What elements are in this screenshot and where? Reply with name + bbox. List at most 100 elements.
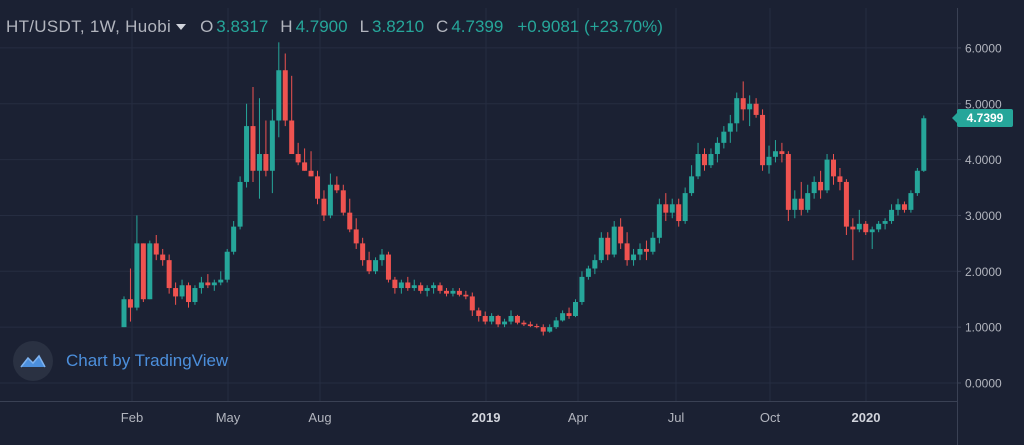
candle-body — [508, 315, 514, 322]
candle-body — [573, 302, 578, 316]
x-tick-label: Apr — [568, 410, 589, 425]
watermark-text: Chart by TradingView — [66, 351, 229, 370]
candle-down — [521, 320, 527, 327]
candle-up — [269, 109, 275, 194]
candle-down — [405, 276, 411, 291]
candle-body — [772, 151, 778, 157]
candle-down — [482, 311, 488, 325]
candle-up — [147, 240, 153, 300]
candle-body — [785, 154, 791, 210]
tradingview-watermark[interactable]: Chart by TradingView — [13, 341, 228, 381]
candle-down — [843, 179, 849, 235]
candle-body — [431, 285, 437, 289]
candle-down — [779, 142, 785, 163]
candle-body — [334, 184, 340, 191]
candle-up — [689, 165, 695, 196]
candle-down — [863, 221, 869, 235]
y-tick-label: 1.0000 — [965, 321, 1002, 335]
candle-body — [295, 154, 301, 163]
candle-up — [856, 209, 862, 233]
candle-down — [385, 251, 391, 283]
candle-body — [869, 229, 875, 233]
y-tick-label: 3.0000 — [965, 209, 1002, 223]
candle-body — [379, 254, 385, 261]
candle-body — [127, 299, 133, 308]
candle-up — [508, 310, 514, 325]
candle-body — [495, 315, 501, 325]
candle-body — [843, 181, 849, 227]
candle-up — [598, 232, 604, 263]
candle-body — [695, 154, 701, 177]
candle-up — [424, 285, 430, 297]
candle-body — [489, 315, 495, 322]
x-tick-label: Feb — [121, 410, 143, 425]
candle-up — [727, 114, 733, 143]
axes — [0, 8, 958, 445]
y-axis-ticks: 0.0000 1.0000 2.0000 3.0000 4.0000 5.0000 6.00… — [957, 41, 1002, 391]
x-tick-label: Aug — [308, 410, 331, 425]
candle-down — [250, 86, 256, 182]
candle-up — [747, 95, 753, 127]
candle-up — [889, 204, 895, 224]
candle-up — [695, 142, 701, 180]
candle-down — [334, 176, 340, 194]
candle-body — [831, 159, 836, 177]
candle-body — [282, 70, 288, 121]
candle-body — [676, 204, 682, 222]
candle-body — [650, 237, 656, 252]
candle-body — [160, 254, 166, 261]
x-tick-label: May — [216, 410, 241, 425]
candle-down — [663, 193, 669, 222]
candle-up — [876, 221, 882, 233]
candle-body — [482, 315, 488, 322]
last-price-label: 4.7399 — [952, 109, 1013, 127]
candle-up — [502, 318, 508, 328]
candle-up — [411, 279, 417, 291]
candle-up — [592, 254, 598, 275]
candle-body — [560, 313, 566, 321]
candle-body — [553, 320, 559, 328]
candle-body — [766, 156, 772, 166]
candle-body — [534, 326, 540, 328]
candle-up — [224, 248, 230, 283]
candle-body — [366, 260, 372, 272]
candle-body — [579, 276, 585, 303]
candle-up — [772, 140, 778, 163]
candle-body — [611, 226, 617, 255]
x-tick-label: Oct — [760, 410, 781, 425]
candle-down — [205, 274, 211, 289]
candle-body — [205, 282, 211, 286]
candle-body — [708, 154, 714, 166]
candle-body — [714, 142, 720, 155]
candle-body — [302, 162, 308, 171]
candle-down — [534, 323, 540, 329]
chevron-down-icon[interactable] — [176, 24, 187, 30]
candle-down — [418, 282, 424, 294]
symbol-label[interactable]: HT/USDT, 1W, Huobi — [6, 17, 172, 36]
candle-down — [437, 282, 443, 294]
candle-up — [914, 167, 920, 196]
candle-down — [444, 288, 449, 297]
candle-body — [385, 254, 391, 280]
candle-body — [889, 209, 895, 222]
candle-body — [198, 282, 204, 289]
candle-down — [140, 243, 146, 303]
candle-body — [211, 282, 217, 286]
candle-body — [166, 260, 172, 289]
candle-body — [824, 159, 830, 191]
candle-up — [579, 271, 585, 305]
candle-down — [798, 181, 804, 216]
candle-body — [218, 279, 224, 283]
candle-down — [566, 307, 572, 319]
candle-body — [256, 154, 262, 171]
candle-body — [792, 198, 798, 210]
candle-body — [656, 204, 662, 238]
candle-body — [315, 176, 320, 199]
candle-up — [379, 248, 385, 266]
candle-down — [469, 292, 475, 316]
candle-down — [173, 282, 179, 305]
candle-down — [321, 190, 327, 222]
candle-body — [250, 126, 256, 171]
candle-down — [366, 251, 372, 275]
